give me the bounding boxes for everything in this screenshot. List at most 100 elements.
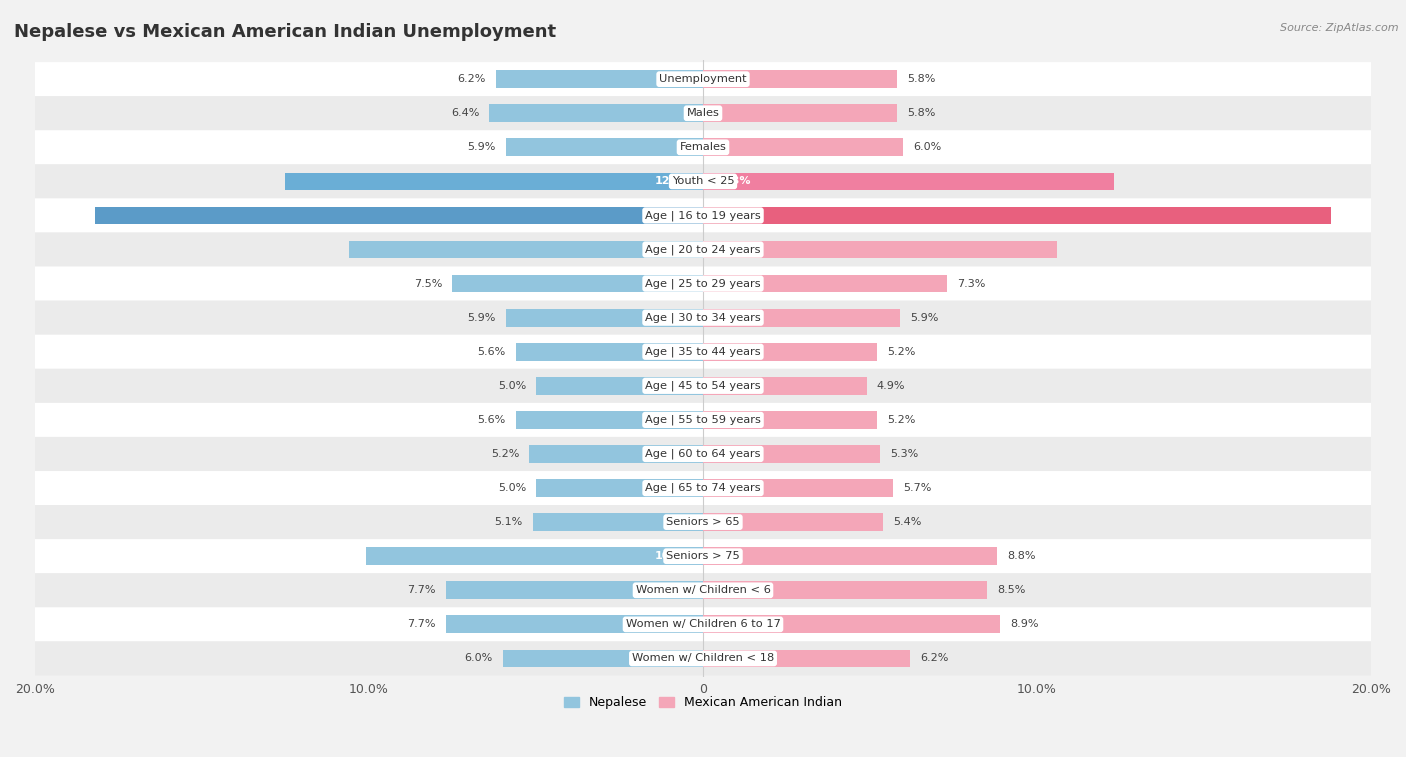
Bar (506, 309, 703, 326)
Bar (536, 479, 703, 497)
Text: 6.4%: 6.4% (451, 108, 479, 118)
Text: 10.6%: 10.6% (713, 245, 752, 254)
Text: 8.5%: 8.5% (997, 585, 1025, 595)
Bar (703, 581, 987, 599)
Bar (453, 275, 703, 292)
Text: 6.0%: 6.0% (914, 142, 942, 152)
Bar (446, 615, 703, 633)
FancyBboxPatch shape (35, 369, 1371, 403)
Bar (506, 139, 703, 156)
FancyBboxPatch shape (35, 471, 1371, 505)
Text: 5.2%: 5.2% (887, 347, 915, 357)
Bar (703, 207, 1331, 224)
Text: Age | 65 to 74 years: Age | 65 to 74 years (645, 483, 761, 494)
FancyBboxPatch shape (35, 437, 1371, 471)
Bar (366, 547, 703, 565)
Text: Age | 16 to 19 years: Age | 16 to 19 years (645, 210, 761, 221)
Text: Women w/ Children < 6: Women w/ Children < 6 (636, 585, 770, 595)
FancyBboxPatch shape (35, 403, 1371, 437)
Bar (502, 650, 703, 667)
Bar (703, 70, 897, 88)
Bar (703, 615, 1000, 633)
Text: 5.4%: 5.4% (893, 517, 922, 527)
Bar (703, 547, 997, 565)
Text: 5.1%: 5.1% (495, 517, 523, 527)
Text: 12.3%: 12.3% (713, 176, 752, 186)
Bar (703, 275, 946, 292)
FancyBboxPatch shape (35, 130, 1371, 164)
Bar (703, 343, 877, 360)
Bar (703, 377, 866, 394)
Text: 18.8%: 18.8% (713, 210, 752, 220)
Text: 5.6%: 5.6% (478, 347, 506, 357)
Text: 12.5%: 12.5% (654, 176, 693, 186)
Bar (516, 343, 703, 360)
Text: 5.0%: 5.0% (498, 381, 526, 391)
Text: 5.9%: 5.9% (468, 142, 496, 152)
Text: Source: ZipAtlas.com: Source: ZipAtlas.com (1281, 23, 1399, 33)
Text: Age | 45 to 54 years: Age | 45 to 54 years (645, 381, 761, 391)
Text: 5.3%: 5.3% (890, 449, 918, 459)
FancyBboxPatch shape (35, 198, 1371, 232)
FancyBboxPatch shape (35, 232, 1371, 266)
Text: Age | 25 to 29 years: Age | 25 to 29 years (645, 279, 761, 289)
FancyBboxPatch shape (35, 335, 1371, 369)
FancyBboxPatch shape (35, 164, 1371, 198)
Text: 5.7%: 5.7% (904, 483, 932, 493)
Bar (533, 513, 703, 531)
FancyBboxPatch shape (35, 607, 1371, 641)
Bar (285, 173, 703, 190)
FancyBboxPatch shape (35, 301, 1371, 335)
Bar (96, 207, 703, 224)
Text: Males: Males (686, 108, 720, 118)
Text: 5.2%: 5.2% (491, 449, 519, 459)
Text: Age | 55 to 59 years: Age | 55 to 59 years (645, 415, 761, 425)
Bar (703, 411, 877, 428)
Text: 7.3%: 7.3% (957, 279, 986, 288)
Text: 5.9%: 5.9% (468, 313, 496, 322)
Text: Seniors > 75: Seniors > 75 (666, 551, 740, 561)
Text: 5.8%: 5.8% (907, 74, 935, 84)
Bar (703, 173, 1114, 190)
Text: 5.2%: 5.2% (887, 415, 915, 425)
Bar (703, 650, 910, 667)
Legend: Nepalese, Mexican American Indian: Nepalese, Mexican American Indian (558, 691, 848, 714)
Bar (446, 581, 703, 599)
FancyBboxPatch shape (35, 573, 1371, 607)
FancyBboxPatch shape (35, 641, 1371, 675)
Text: 5.9%: 5.9% (910, 313, 938, 322)
Text: 7.5%: 7.5% (415, 279, 443, 288)
Bar (703, 309, 900, 326)
Bar (536, 377, 703, 394)
Text: Nepalese vs Mexican American Indian Unemployment: Nepalese vs Mexican American Indian Unem… (14, 23, 557, 41)
Bar (496, 70, 703, 88)
Bar (349, 241, 703, 258)
Text: Females: Females (679, 142, 727, 152)
Text: 6.0%: 6.0% (464, 653, 492, 663)
FancyBboxPatch shape (35, 62, 1371, 96)
Text: Women w/ Children 6 to 17: Women w/ Children 6 to 17 (626, 619, 780, 629)
Text: Seniors > 65: Seniors > 65 (666, 517, 740, 527)
Bar (703, 479, 893, 497)
Bar (703, 241, 1057, 258)
Text: 6.2%: 6.2% (920, 653, 949, 663)
Text: 4.9%: 4.9% (877, 381, 905, 391)
Bar (529, 445, 703, 463)
Text: Women w/ Children < 18: Women w/ Children < 18 (631, 653, 775, 663)
Text: 5.8%: 5.8% (907, 108, 935, 118)
Text: 7.7%: 7.7% (408, 619, 436, 629)
Text: Age | 35 to 44 years: Age | 35 to 44 years (645, 347, 761, 357)
Bar (703, 139, 904, 156)
Text: 6.2%: 6.2% (457, 74, 486, 84)
Bar (703, 104, 897, 122)
Bar (703, 445, 880, 463)
Text: Age | 20 to 24 years: Age | 20 to 24 years (645, 245, 761, 255)
FancyBboxPatch shape (35, 505, 1371, 539)
Text: 7.7%: 7.7% (408, 585, 436, 595)
Text: 5.0%: 5.0% (498, 483, 526, 493)
FancyBboxPatch shape (35, 539, 1371, 573)
Text: 8.8%: 8.8% (1007, 551, 1035, 561)
Text: 18.2%: 18.2% (654, 210, 693, 220)
Text: 5.6%: 5.6% (478, 415, 506, 425)
Bar (703, 513, 883, 531)
